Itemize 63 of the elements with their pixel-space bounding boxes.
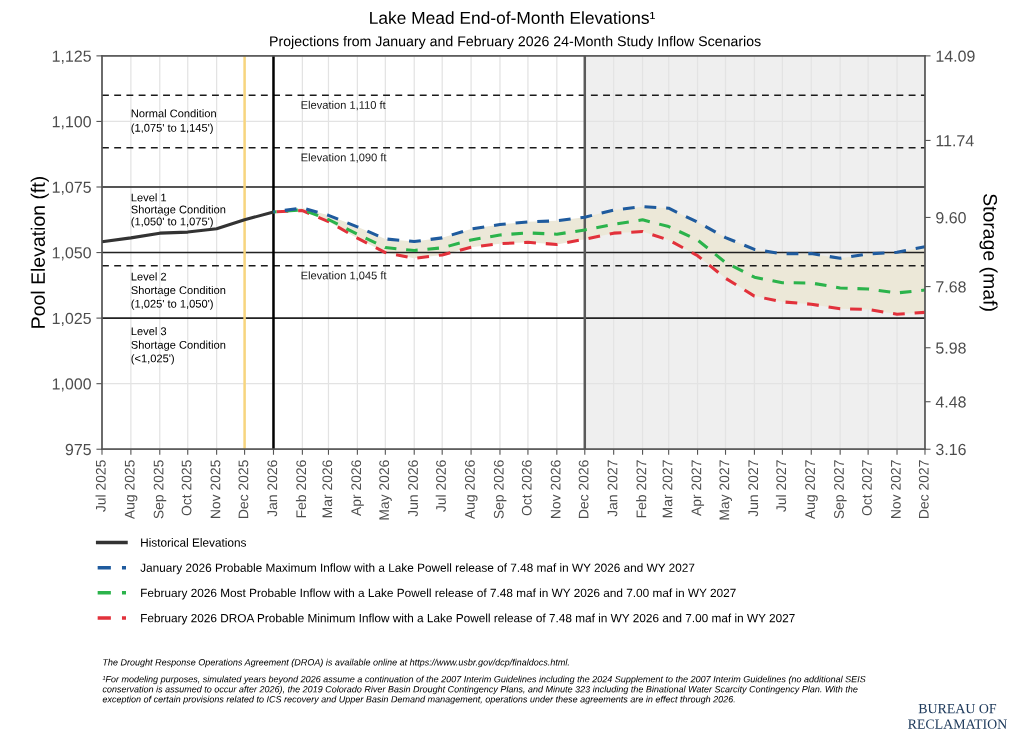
x-tick-label: Dec 2025: [238, 460, 249, 518]
y2-axis-title: Storage (maf): [979, 194, 998, 311]
x-tick-label: Sep 2026: [493, 460, 507, 519]
y2-tick-label: 3.16: [936, 443, 966, 456]
x-tick-label: Dec 2026: [578, 460, 589, 518]
x-tick-label: May 2026: [379, 460, 392, 520]
x-tick-label: Oct 2026: [521, 460, 532, 516]
annotation: Level 3 Shortage Condition (<1,025'): [131, 327, 226, 365]
y-tick-label: 1,000: [52, 378, 91, 392]
x-tick-label: Nov 2025: [210, 460, 221, 518]
x-tick-label: Mar 2027: [662, 460, 673, 518]
legend-label: January 2026 Probable Maximum Inflow with a Lake Powell release of 7.48 maf in WY 2026 and WY 2027: [140, 563, 695, 575]
text: The Drought Response Operations Agreement (DROA) is available online at https://www.usbr.gov/dcp/finaldocs.html.: [103, 658, 569, 668]
ref-line-label: Elevation 1,110 ft: [301, 100, 386, 111]
legend-label: Historical Elevations: [141, 538, 247, 547]
x-tick-label: Sep 2025: [153, 460, 167, 519]
annotation: Normal Condition (1,075' to 1,145'): [131, 109, 216, 134]
x-tick-label: Jun 2027: [748, 460, 759, 517]
y2-tick-label: 5.98: [936, 342, 966, 354]
x-tick-label: Aug 2025: [124, 460, 138, 520]
x-tick-label: Apr 2026: [351, 460, 364, 516]
x-tick-label: Jul 2025: [95, 460, 106, 512]
x-tick-label: Aug 2026: [464, 460, 478, 520]
x-tick-label: Jul 2027: [775, 460, 787, 512]
chart-subtitle: Projections from January and February 2026 24-Month Study Inflow Scenarios: [270, 35, 761, 50]
y2-tick-label: 14.09: [936, 50, 975, 62]
x-tick-label: Nov 2027: [890, 460, 901, 518]
x-tick-label: Sep 2027: [834, 460, 847, 519]
x-tick-label: Dec 2027: [918, 460, 929, 518]
y-tick-label: 1,125: [52, 50, 91, 64]
x-tick-label: Oct 2027: [862, 460, 872, 516]
y-tick-label: 1,100: [52, 116, 91, 130]
text: ¹For modeling purposes, simulated years beyond 2026 assume a continuation of the 2007 Interim Guidelines including the 2024 Supplement to the 2007 Interim Guidelines (no additional SEIS conservation is assumed to occur after 2026), the 2019 Colorado River Basin Drought Contingency Plans, and Minute 323 including the Binational Water Scarcity Contingency Plan. With the exception of certain provisions related to ICS recovery and Upper Basin Demand management, operations under these agreements are in effect through 2026.: [102, 675, 866, 705]
x-tick-label: Nov 2026: [550, 460, 561, 518]
legend-label: February 2026 DROA Probable Minimum Inflow with a Lake Powell release of 7.48 maf in WY 2026 and 7.00 maf in WY 2027: [141, 613, 795, 625]
x-tick-label: Aug 2027: [805, 460, 818, 520]
legend-label: February 2026 Most Probable Inflow with a Lake Powell release of 7.48 maf in WY 2026 and 7.00 maf in WY 2027: [141, 588, 736, 600]
x-tick-label: May 2027: [719, 460, 732, 520]
chart-title: Lake Mead End-of-Month Elevations¹: [370, 11, 655, 25]
text: BUREAU OF RECLAMATION: [908, 703, 1007, 729]
x-tick-label: Apr 2027: [691, 460, 705, 516]
y-tick-label: 975: [65, 443, 91, 456]
x-tick-label: Mar 2026: [322, 460, 333, 518]
x-tick-label: Feb 2026: [295, 460, 307, 518]
y-tick-label: 1,025: [52, 312, 91, 326]
ref-line-label: Elevation 1,045 ft: [301, 271, 387, 281]
x-tick-label: Jul 2026: [435, 460, 446, 512]
y2-tick-label: 9.60: [936, 212, 966, 224]
x-tick-label: Jan 2027: [607, 460, 618, 517]
y2-tick-label: 11.74: [936, 135, 974, 147]
y-tick-label: 1,050: [52, 247, 91, 261]
line-series: [271, 205, 925, 260]
annotation: Level 1 Shortage Condition (1,050' to 1,075'): [131, 193, 226, 228]
y2-tick-label: 7.68: [936, 281, 966, 293]
y2-tick-label: 4.48: [935, 396, 966, 408]
annotation: Level 2 Shortage Condition (1,025' to 1,050'): [131, 272, 226, 310]
x-tick-label: Jan 2026: [267, 460, 278, 517]
x-tick-label: Feb 2027: [636, 460, 647, 518]
x-tick-label: Jun 2026: [408, 460, 418, 517]
y-axis-title: Pool Elevation (ft): [30, 177, 49, 328]
ref-line-label: Elevation 1,090 ft: [301, 153, 387, 163]
x-tick-label: Oct 2025: [181, 460, 192, 516]
y-tick-label: 1,075: [52, 181, 91, 195]
